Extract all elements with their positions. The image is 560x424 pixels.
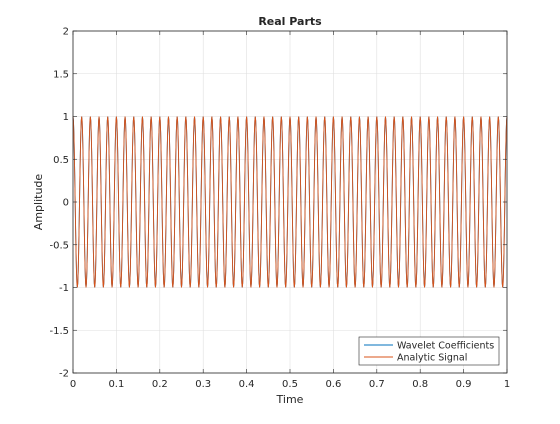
x-tick-label: 1 [504, 379, 510, 390]
series-line-analytic-signal [72, 116, 508, 288]
ticks [72, 30, 508, 374]
x-tick-label: 0.4 [239, 379, 255, 390]
series-layer [72, 116, 508, 288]
y-tick-label: -1.5 [49, 326, 69, 337]
chart-title: Real Parts [258, 15, 322, 28]
y-tick-label: 0 [63, 198, 69, 209]
y-tick-label: 1 [63, 112, 69, 123]
y-tick-label: -0.5 [49, 240, 69, 251]
x-tick-label: 0.5 [282, 379, 298, 390]
legend-box [358, 336, 500, 366]
x-tick-label: 0.6 [325, 379, 341, 390]
tick-labels: 0 0.1 0.2 0.3 0.4 0.5 0.6 0.7 0.8 0.9 1 -2 -1.5 -1 -0.… [49, 27, 510, 391]
x-tick-label: 0 [70, 379, 76, 390]
x-tick-label: 0.9 [456, 379, 472, 390]
x-tick-label: 0.3 [195, 379, 211, 390]
x-tick-label: 0.2 [152, 379, 168, 390]
legend-label-wavelet-coefficients: Wavelet Coefficients [397, 341, 494, 352]
y-tick-label: -2 [59, 369, 69, 380]
x-tick-label: 0.1 [108, 379, 124, 390]
y-tick-label: 2 [63, 27, 69, 38]
x-tick-label: 0.7 [369, 379, 385, 390]
x-axis-label: Time [276, 393, 304, 406]
y-tick-label: 0.5 [53, 155, 69, 166]
y-tick-label: -1 [59, 283, 69, 294]
x-tick-label: 0.8 [412, 379, 428, 390]
y-tick-label: 1.5 [53, 69, 69, 80]
y-axis-label: Amplitude [32, 174, 45, 231]
legend-label-analytic-signal: Analytic Signal [397, 353, 467, 364]
legend: Wavelet Coefficients Analytic Signal [358, 336, 500, 366]
